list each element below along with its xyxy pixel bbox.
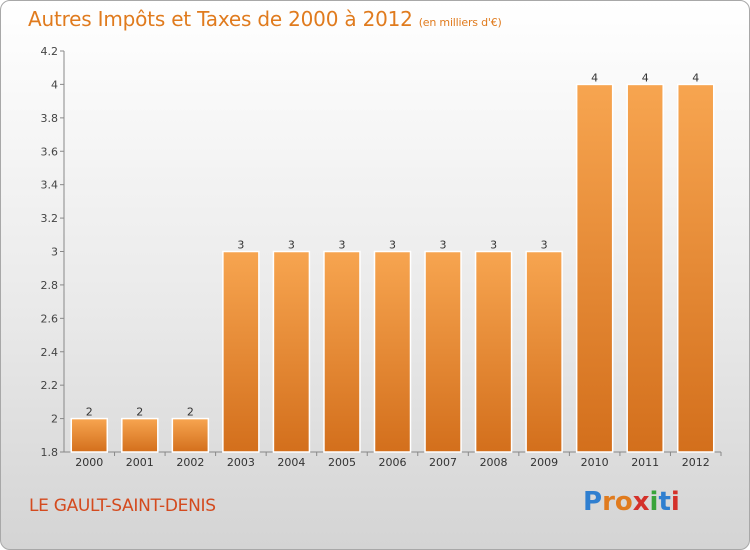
bar-2006 [373, 250, 412, 453]
bar-2012 [676, 83, 715, 453]
chart-title: Autres Impôts et Taxes de 2000 à 2012 (en… [28, 7, 502, 31]
y-tick-label: 3.8 [41, 112, 59, 125]
bar-value-label: 4 [591, 71, 598, 84]
x-tick-label: 2003 [227, 456, 255, 469]
bar-2001 [121, 417, 159, 453]
chart-subtitle: (en milliers d'€) [418, 16, 502, 29]
x-tick-label: 2010 [581, 456, 609, 469]
bar-value-label: 2 [86, 406, 93, 419]
x-tick-label: 2000 [75, 456, 103, 469]
x-tick-label: 2008 [480, 456, 508, 469]
logo-letter: P [583, 487, 603, 517]
bar-2002 [171, 417, 210, 453]
x-tick-label: 2002 [176, 456, 204, 469]
bar-value-label: 3 [389, 239, 396, 252]
bar-value-label: 4 [642, 71, 649, 84]
logo-letter: i [670, 487, 680, 517]
x-tick-label: 2005 [328, 456, 356, 469]
bar-2007 [424, 250, 462, 453]
bar-value-label: 2 [187, 406, 194, 419]
bar-value-label: 3 [288, 239, 295, 252]
y-tick-label: 2.2 [41, 379, 59, 392]
y-tick-label: 3.2 [41, 212, 59, 225]
y-tick-label: 4.2 [41, 45, 59, 58]
y-tick-label: 2.6 [41, 312, 59, 325]
y-tick-label: 4 [51, 78, 58, 91]
bar-2008 [474, 250, 513, 453]
bar-2011 [626, 83, 664, 453]
logo-letter: t [658, 487, 671, 517]
bar-value-label: 3 [338, 239, 345, 252]
x-tick-label: 2011 [631, 456, 659, 469]
y-tick-label: 3 [51, 246, 58, 259]
bar-value-label: 2 [136, 406, 143, 419]
bar-2000 [70, 417, 109, 453]
y-tick-label: 1.8 [41, 446, 59, 459]
bar-2004 [272, 250, 311, 453]
commune-name: LE GAULT-SAINT-DENIS [29, 496, 216, 516]
y-tick-label: 3.6 [41, 145, 59, 158]
logo-letter: x [632, 487, 650, 517]
bars-group [70, 83, 715, 453]
bar-value-label: 3 [237, 239, 244, 252]
x-tick-label: 2009 [530, 456, 558, 469]
bar-2005 [323, 250, 361, 453]
y-tick-label: 2.4 [41, 346, 59, 359]
y-tick-label: 2.8 [41, 279, 59, 292]
logo-letter: r [602, 487, 615, 517]
x-tick-label: 2012 [682, 456, 710, 469]
bar-value-label: 3 [440, 239, 447, 252]
x-tick-label: 2004 [277, 456, 305, 469]
x-tick-label: 2001 [126, 456, 154, 469]
logo-letter: i [649, 487, 659, 517]
bar-value-label: 3 [490, 239, 497, 252]
bar-2003 [222, 250, 260, 453]
bar-2009 [525, 250, 563, 453]
proxiti-logo[interactable]: Proxiti [583, 487, 680, 517]
x-axis: 2000 2001 2002 2003 2004 2005 2006 2007 2008 2009… [64, 451, 722, 469]
bar-2010 [575, 83, 614, 453]
x-tick-label: 2006 [379, 456, 407, 469]
bar-value-label: 4 [692, 71, 699, 84]
y-tick-label: 3.4 [41, 179, 59, 192]
logo-letter: o [614, 487, 633, 517]
chart-title-text: Autres Impôts et Taxes de 2000 à 2012 [28, 7, 413, 31]
bar-value-label: 3 [541, 239, 548, 252]
bar-labels-group: 2 2 2 3 3 3 3 3 3 3 4 4 4 [86, 71, 699, 418]
y-axis: 1.8 2 2.2 2.4 2.6 2.8 3 3.2 3.4 3.6 3.8 4 4.2 [41, 45, 65, 459]
y-tick-label: 2 [51, 413, 58, 426]
x-tick-label: 2007 [429, 456, 457, 469]
